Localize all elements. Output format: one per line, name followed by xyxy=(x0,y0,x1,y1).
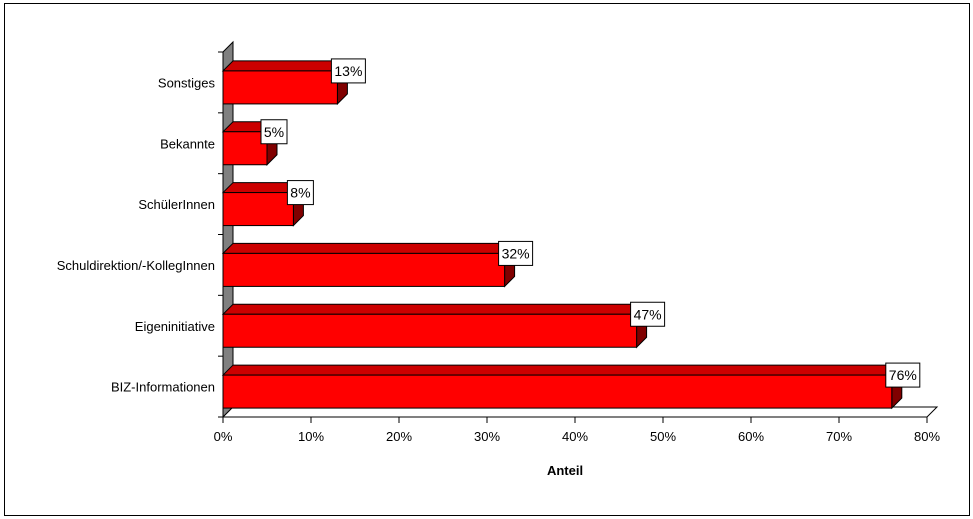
x-tick-label: 40% xyxy=(562,429,588,444)
category-label: SchülerInnen xyxy=(138,197,215,212)
category-labels: Sonstiges Bekannte SchülerInnen Schuldirekt… xyxy=(57,75,216,394)
bar-front-face xyxy=(222,374,893,409)
data-label: 8% xyxy=(286,180,314,206)
bar xyxy=(221,363,904,410)
data-label-text: 8% xyxy=(290,185,310,201)
x-tick-label: 60% xyxy=(738,429,764,444)
data-label-text: 13% xyxy=(334,63,362,79)
data-label-text: 76% xyxy=(889,367,917,383)
data-label-box xyxy=(260,119,288,145)
x-tick-label: 10% xyxy=(298,429,324,444)
data-label-text: 32% xyxy=(502,245,530,261)
category-label: Schuldirektion/-KollegInnen xyxy=(57,258,215,273)
data-label-text: 5% xyxy=(264,124,284,140)
bar-front-face xyxy=(222,192,294,227)
data-labels: 13% 5% 8% 32% 47% 76% xyxy=(260,58,921,388)
x-axis-ticks: 0% 10% 20% 30% 40% 50% 60% 70% 80% xyxy=(214,51,940,444)
bar xyxy=(221,242,516,288)
bar-front-face xyxy=(222,252,506,287)
bar-front-face xyxy=(222,70,338,105)
bar-top-face xyxy=(221,60,349,72)
data-label-box xyxy=(630,301,666,327)
x-tick-label: 20% xyxy=(386,429,412,444)
data-label: 76% xyxy=(885,362,921,388)
bar-front-face xyxy=(222,313,638,348)
x-tick-label: 80% xyxy=(914,429,940,444)
bar-front-face xyxy=(222,131,268,166)
x-tick-label: 50% xyxy=(650,429,676,444)
bar-top-face xyxy=(221,364,904,376)
data-label: 47% xyxy=(630,301,666,327)
bar-top-face xyxy=(221,242,516,254)
x-tick-label: 30% xyxy=(474,429,500,444)
data-label-box xyxy=(885,362,921,388)
bars-group xyxy=(221,59,904,410)
floor xyxy=(221,406,939,418)
chart-frame: 0% 10% 20% 30% 40% 50% 60% 70% 80% Sonstiges Beka… xyxy=(4,3,970,516)
category-label: Eigeninitiative xyxy=(135,319,215,334)
bar xyxy=(221,303,648,349)
bar xyxy=(221,59,349,106)
data-label: 5% xyxy=(260,119,288,145)
category-label: Bekannte xyxy=(160,136,215,151)
data-label-box xyxy=(498,240,534,266)
data-label: 32% xyxy=(498,240,534,266)
x-axis-title: Anteil xyxy=(547,463,583,478)
category-label: BIZ-Informationen xyxy=(111,380,215,395)
data-label-box xyxy=(330,58,366,84)
bar xyxy=(221,181,305,227)
category-label: Sonstiges xyxy=(158,75,216,90)
x-tick-label: 0% xyxy=(214,429,233,444)
data-label-box xyxy=(286,180,314,206)
x-tick-label: 70% xyxy=(826,429,852,444)
bar-chart: 0% 10% 20% 30% 40% 50% 60% 70% 80% Sonstiges Beka… xyxy=(57,40,940,478)
data-label-text: 47% xyxy=(634,306,662,322)
bar-top-face xyxy=(221,303,648,315)
data-label: 13% xyxy=(330,58,366,84)
